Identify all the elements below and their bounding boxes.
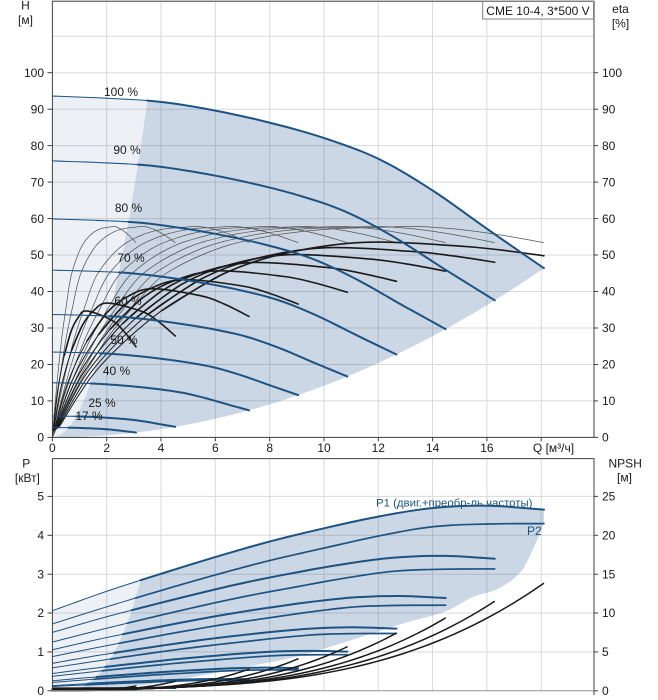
svg-text:10: 10 [31,394,45,408]
svg-text:5: 5 [37,490,44,504]
svg-text:80: 80 [602,139,616,153]
svg-text:5: 5 [602,645,609,659]
svg-text:20: 20 [31,358,45,372]
svg-text:60: 60 [31,212,45,226]
svg-text:90 %: 90 % [113,143,141,157]
svg-text:10: 10 [602,606,616,620]
svg-text:3: 3 [37,567,44,581]
svg-text:40 %: 40 % [103,364,131,378]
svg-text:[кВт]: [кВт] [15,471,40,485]
svg-text:25 %: 25 % [88,396,116,410]
svg-text:50: 50 [31,248,45,262]
svg-text:4: 4 [37,529,44,543]
svg-text:P2: P2 [527,524,542,538]
svg-text:70: 70 [31,175,45,189]
svg-text:CME 10-4, 3*500 V: CME 10-4, 3*500 V [486,4,589,18]
svg-text:0: 0 [602,684,609,698]
svg-text:0: 0 [49,441,56,455]
svg-text:0: 0 [37,684,44,698]
svg-text:1: 1 [37,645,44,659]
svg-text:4: 4 [158,441,165,455]
svg-text:14: 14 [426,441,440,455]
svg-text:100 %: 100 % [104,85,138,99]
svg-text:0: 0 [602,431,609,445]
svg-text:[%]: [%] [612,16,629,30]
svg-text:2: 2 [37,606,44,620]
svg-text:NPSH: NPSH [609,456,642,470]
svg-text:100: 100 [602,66,622,80]
svg-text:8: 8 [266,441,273,455]
svg-text:90: 90 [31,102,45,116]
svg-text:40: 40 [31,285,45,299]
svg-text:20: 20 [602,358,616,372]
svg-text:0: 0 [37,431,44,445]
svg-text:50: 50 [602,248,616,262]
svg-text:50 %: 50 % [110,333,138,347]
svg-text:15: 15 [602,567,616,581]
svg-text:[м]: [м] [617,471,632,485]
svg-text:16: 16 [480,441,494,455]
svg-text:12: 12 [372,441,386,455]
svg-text:60 %: 60 % [114,294,142,308]
svg-text:70: 70 [602,175,616,189]
svg-text:40: 40 [602,285,616,299]
svg-text:10: 10 [317,441,331,455]
svg-text:80 %: 80 % [115,201,143,215]
svg-text:20: 20 [602,529,616,543]
svg-text:25: 25 [602,490,616,504]
svg-text:60: 60 [602,212,616,226]
svg-text:10: 10 [602,394,616,408]
svg-text:H: H [21,0,30,13]
svg-text:17 %: 17 % [75,409,103,423]
svg-text:Q [м³/ч]: Q [м³/ч] [533,441,574,455]
svg-text:eta: eta [612,2,629,16]
svg-text:30: 30 [602,321,616,335]
svg-text:80: 80 [31,139,45,153]
svg-text:30: 30 [31,321,45,335]
svg-text:P: P [22,456,30,470]
svg-text:90: 90 [602,102,616,116]
svg-text:100: 100 [24,66,44,80]
svg-text:6: 6 [212,441,219,455]
svg-text:70 %: 70 % [117,251,145,265]
svg-text:2: 2 [103,441,110,455]
svg-text:P1 (двиг.+преобр-ль частоты): P1 (двиг.+преобр-ль частоты) [376,498,533,510]
svg-text:[м]: [м] [18,13,33,27]
